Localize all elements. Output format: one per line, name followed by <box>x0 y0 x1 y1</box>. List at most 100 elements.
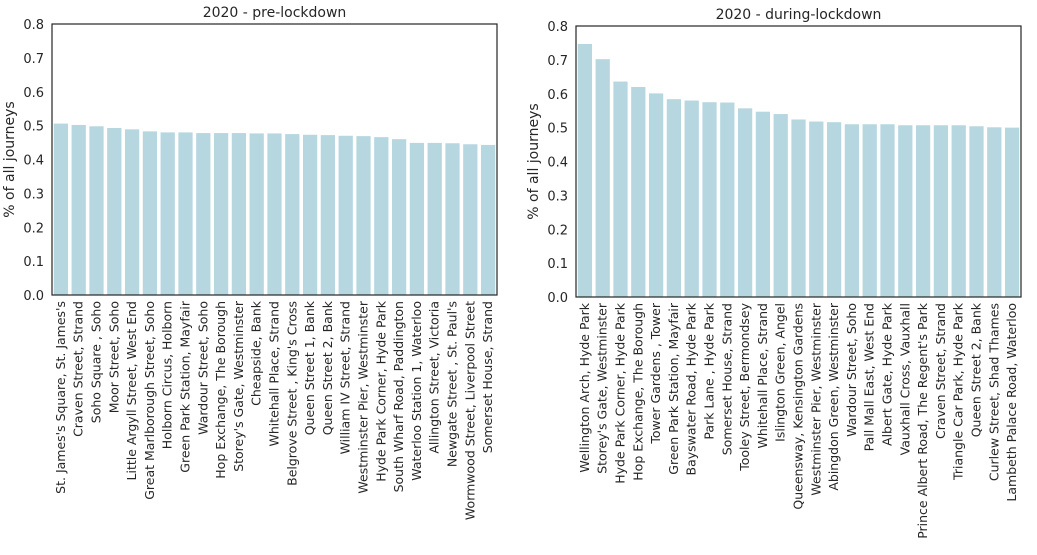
y-tick-label: 0.5 <box>547 122 568 137</box>
y-tick-label: 0.6 <box>23 86 44 101</box>
x-tick-label: Moor Street, Soho <box>106 301 121 413</box>
bar <box>213 133 229 295</box>
bar <box>631 86 646 297</box>
y-tick-label: 0.6 <box>547 88 568 103</box>
x-tick-label: Prince Albert Road, The Regent's Park <box>915 302 930 539</box>
bar <box>773 114 788 297</box>
y-tick-label: 0.8 <box>547 20 568 35</box>
x-tick-label: William IV Street, Strand <box>338 301 353 454</box>
x-tick-label: Somerset House, Strand <box>480 301 495 453</box>
bar <box>755 111 771 297</box>
bar <box>862 124 877 298</box>
x-tick-label: Belgrove Street , King's Cross <box>284 301 299 486</box>
bar <box>107 128 122 295</box>
x-tick-label: South Wharf Road, Paddington <box>391 301 406 492</box>
bar <box>480 144 496 295</box>
y-tick-label: 0.4 <box>23 154 44 169</box>
bar <box>338 135 353 295</box>
bar <box>320 135 336 295</box>
bar <box>684 100 699 297</box>
y-tick-label: 0.0 <box>547 291 568 306</box>
bar <box>577 43 593 298</box>
bar <box>463 144 478 295</box>
bar <box>826 122 842 297</box>
x-tick-label: Somerset House, Strand <box>719 303 734 455</box>
bar <box>231 133 247 295</box>
chart-panel-1: 2020 - pre-lockdown 0.0 0.1 0.2 0.3 0.4 0.5 0.6… <box>2 5 498 520</box>
x-tick-label: Vauxhall Cross, Vauxhall <box>897 303 912 455</box>
x-tick-label: Queen Street 1, Bank <box>302 300 317 435</box>
x-tick-label: Craven Street, Strand <box>933 303 948 439</box>
x-tick-label: Lambeth Palace Road, Waterloo <box>1004 303 1019 502</box>
bar <box>53 123 69 295</box>
x-tick-label: Hop Exchange, The Borough <box>630 303 645 481</box>
x-tick-label: Storey's Gate, Westminster <box>231 300 246 472</box>
bar <box>951 125 966 297</box>
bar <box>702 102 717 297</box>
bar <box>267 133 282 295</box>
axes-frame <box>51 23 498 296</box>
x-tick-label: St. James's Square, St. James's <box>53 301 68 494</box>
y-tick-label: 0.4 <box>547 156 568 171</box>
x-tick-label: Bayswater Road, Hyde Park <box>684 302 699 475</box>
bar <box>791 119 806 297</box>
x-tick-label: Curlew Street, Shad Thames <box>986 303 1001 481</box>
y-axis-label: % of all journeys <box>526 103 542 219</box>
bar <box>196 133 211 295</box>
bar <box>915 125 931 297</box>
bar <box>409 142 425 295</box>
y-tick-label: 0.7 <box>547 54 568 69</box>
bar <box>595 59 610 298</box>
bar <box>391 139 407 295</box>
x-tick-label: Newgate Street , St. Paul's <box>445 301 460 467</box>
x-tick-label: Islington Green, Angel <box>773 303 788 442</box>
bar <box>285 134 300 295</box>
bar <box>249 133 264 295</box>
y-tick-label: 0.8 <box>23 18 44 33</box>
y-tick-label: 0.2 <box>547 223 568 238</box>
x-tick-label: Wardour Street, Soho <box>844 303 859 437</box>
x-tick-label: Westminster Pier, Westminster <box>356 300 371 493</box>
x-tick-label: Triangle Car Park, Hyde Park <box>951 302 966 481</box>
bar <box>160 132 175 295</box>
x-tick-label: Abingdon Green, Westminster <box>826 302 841 491</box>
x-tick-label: Queen Street 2, Bank <box>969 302 984 437</box>
x-tick-label: Whitehall Place, Strand <box>755 303 770 449</box>
y-axis-label: % of all journeys <box>2 101 18 217</box>
bar <box>302 134 318 295</box>
y-tick-label: 0.5 <box>23 120 44 135</box>
x-tick-label: Holborn Circus, Holborn <box>160 301 175 449</box>
x-tick-label: Park Lane , Hyde Park <box>702 302 717 439</box>
x-tick-label: Allington Street, Victoria <box>427 301 442 454</box>
bar <box>445 143 460 295</box>
x-tick-label: Soho Square , Soho <box>89 301 104 423</box>
y-tick-label: 0.0 <box>23 289 44 304</box>
bar <box>809 121 824 297</box>
x-tick-label: Tower Gardens , Tower <box>648 302 663 445</box>
bar <box>933 125 949 297</box>
y-tick-label: 0.2 <box>23 221 44 236</box>
bar <box>178 132 193 295</box>
axes-frame <box>575 25 1022 298</box>
x-tick-label: Green Park Station, Mayfair <box>666 302 681 475</box>
x-tick-label: Wormwood Street, Liverpool Street <box>462 301 477 520</box>
x-tick-label: Tooley Street, Bermondsey <box>737 302 752 471</box>
x-tick-label: Albert Gate, Hyde Park <box>880 302 895 446</box>
x-tick-label: Queen Street 2, Bank <box>320 300 335 435</box>
bar <box>666 99 682 297</box>
chart-title: 2020 - pre-lockdown <box>203 5 347 21</box>
x-tick-label: Whitehall Place, Strand <box>267 301 282 447</box>
x-tick-label: Cheapside, Bank <box>249 300 264 406</box>
x-tick-label: Hyde Park Corner, Hyde Park <box>373 300 388 482</box>
bar <box>844 124 860 298</box>
bar <box>613 81 628 297</box>
x-tick-label: Wardour Street, Soho <box>195 301 210 435</box>
x-tick-label: Queensway, Kensington Gardens <box>791 303 806 510</box>
bar <box>71 124 86 295</box>
y-tick-label: 0.3 <box>23 187 44 202</box>
bar <box>124 129 140 295</box>
bar <box>1004 127 1020 298</box>
bar <box>374 137 389 295</box>
